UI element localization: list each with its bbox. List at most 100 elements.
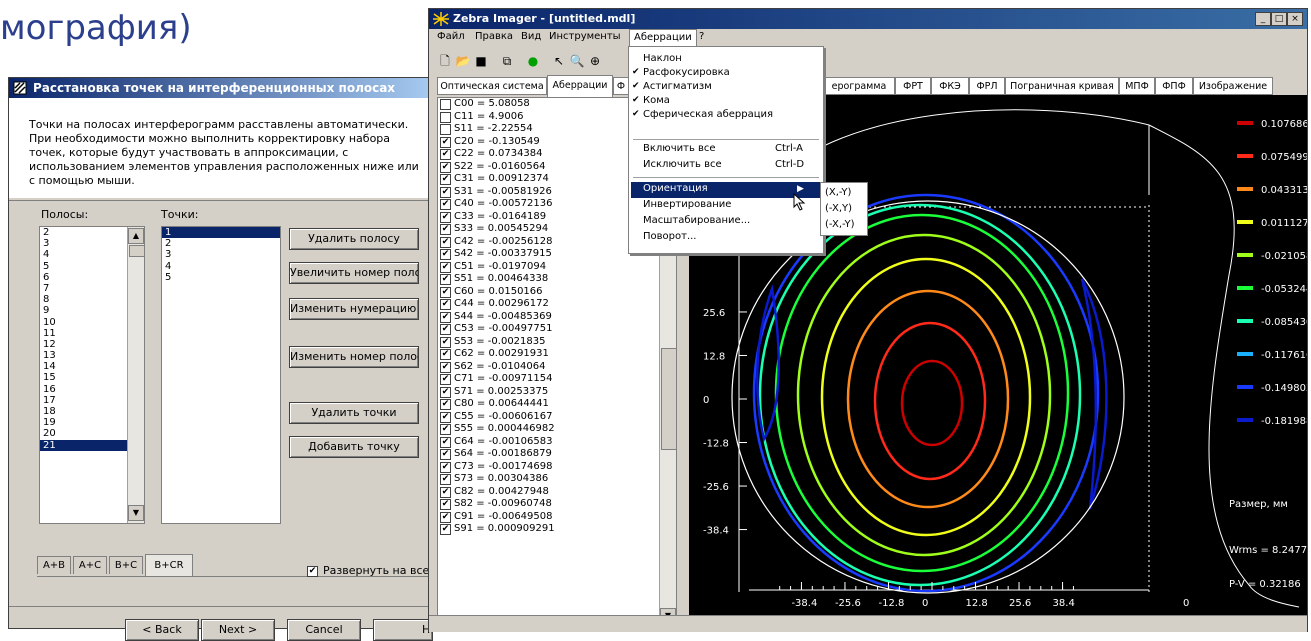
coefficient-checkbox[interactable]: ✔ <box>440 149 451 160</box>
tab-optical-system[interactable]: Оптическая система <box>437 77 547 95</box>
next-button[interactable]: Next > <box>201 619 275 641</box>
coefficient-checkbox[interactable]: ✔ <box>440 386 451 398</box>
pointer-icon[interactable]: ↖ <box>553 54 565 68</box>
save-icon[interactable]: ■ <box>475 54 487 68</box>
dropdown-item[interactable]: Включить все Ctrl-A <box>643 143 819 154</box>
expand-checkbox[interactable]: ✔ <box>307 566 318 577</box>
coefficient-checkbox[interactable]: ✔ <box>440 136 451 148</box>
band-item[interactable]: 7 <box>43 282 50 294</box>
delete-band-button[interactable]: Удалить полосу <box>289 228 419 250</box>
tab-b-c[interactable]: B+C <box>109 556 143 574</box>
coefficient-checkbox[interactable]: ✔ <box>440 311 451 323</box>
menu-help[interactable]: ? <box>699 31 705 42</box>
coefficient-item[interactable]: ✔ C53 = -0.00497751 <box>438 323 676 336</box>
band-item[interactable]: 19 <box>43 417 56 429</box>
menu-aberrations[interactable]: Аберрации <box>629 29 697 47</box>
tab-frt[interactable]: ФРТ <box>895 77 931 95</box>
zoom-icon[interactable]: 🔍 <box>569 54 585 68</box>
coefficient-item[interactable]: ✔ S55 = 0.000446982 <box>438 423 676 436</box>
copy-icon[interactable]: ⧉ <box>502 54 512 68</box>
tab-fke[interactable]: ФКЭ <box>931 77 969 95</box>
coefficient-item[interactable]: ✔ S53 = -0.0021835 <box>438 336 676 349</box>
back-button[interactable]: < Back <box>125 619 199 641</box>
scroll-thumb[interactable] <box>661 348 676 450</box>
scroll-up-icon[interactable]: ▲ <box>128 228 144 244</box>
coefficient-item[interactable]: ✔ S33 = 0.00545294 <box>438 223 676 236</box>
coefficient-checkbox[interactable]: ✔ <box>440 361 451 373</box>
band-item[interactable]: 12 <box>43 338 56 350</box>
maximize-icon[interactable]: □ <box>1271 12 1287 26</box>
coefficient-item[interactable]: ✔ C80 = 0.00644441 <box>438 398 676 411</box>
point-item[interactable]: 1 <box>162 227 280 239</box>
coefficient-checkbox[interactable]: ✔ <box>440 286 451 298</box>
coefficient-checkbox[interactable]: ✔ <box>440 261 451 273</box>
coefficient-item[interactable]: ✔ S71 = 0.00253375 <box>438 386 676 399</box>
tab-a-b[interactable]: A+B <box>37 556 71 574</box>
minimize-icon[interactable]: _ <box>1255 12 1271 26</box>
dropdown-item[interactable]: Поворот... <box>643 231 819 242</box>
menu-tools[interactable]: Инструменты <box>549 31 621 42</box>
tab-fpf[interactable]: ФПФ <box>1155 77 1193 95</box>
add-point-button[interactable]: Добавить точку <box>289 436 419 458</box>
band-item[interactable]: 15 <box>43 372 56 384</box>
dropdown-item[interactable]: Инвертирование <box>643 199 819 210</box>
coefficient-checkbox[interactable]: ✔ <box>440 211 451 223</box>
band-item[interactable]: 20 <box>43 428 56 440</box>
point-item[interactable]: 3 <box>165 249 172 261</box>
dialog-titlebar[interactable]: Расстановка точек на интерференционных п… <box>9 78 432 98</box>
coefficient-item[interactable]: C00 = 5.08058 <box>438 98 676 111</box>
coefficient-checkbox[interactable]: ✔ <box>440 324 451 335</box>
coefficient-item[interactable]: ✔ S73 = 0.00304386 <box>438 473 676 486</box>
band-item[interactable]: 14 <box>43 361 56 373</box>
coefficient-item[interactable]: ✔ C60 = 0.0150166 <box>438 286 676 299</box>
coefficient-checkbox[interactable] <box>440 124 451 135</box>
coefficient-checkbox[interactable]: ✔ <box>440 336 451 348</box>
dropdown-item[interactable]: ✔ Расфокусировка <box>632 67 819 78</box>
coefficient-item[interactable]: ✔ C64 = -0.00106583 <box>438 436 676 449</box>
coefficient-checkbox[interactable]: ✔ <box>440 161 451 173</box>
band-item[interactable]: 4 <box>43 249 50 261</box>
coefficient-checkbox[interactable]: ✔ <box>440 511 451 523</box>
coefficient-checkbox[interactable]: ✔ <box>440 299 451 310</box>
bands-scrollbar[interactable]: ▲ ▼ <box>127 227 144 523</box>
record-icon[interactable]: ● <box>527 54 539 68</box>
coefficient-item[interactable]: ✔ C20 = -0.130549 <box>438 136 676 149</box>
coefficient-checkbox[interactable]: ✔ <box>440 199 451 210</box>
band-item[interactable]: 13 <box>43 350 56 362</box>
band-item[interactable]: 11 <box>43 327 56 339</box>
submenu-item[interactable]: (X,-Y) <box>825 187 852 198</box>
coefficient-item[interactable]: ✔ C44 = 0.00296172 <box>438 298 676 311</box>
menu-edit[interactable]: Правка <box>475 31 514 42</box>
coefficient-checkbox[interactable]: ✔ <box>440 411 451 423</box>
dropdown-item[interactable]: Исключить все Ctrl-D <box>643 159 819 170</box>
band-item[interactable]: 21 <box>40 439 144 451</box>
coefficient-item[interactable]: ✔ S22 = -0.0160564 <box>438 161 676 174</box>
coefficient-checkbox[interactable]: ✔ <box>440 174 451 185</box>
cancel-button[interactable]: Cancel <box>287 619 361 641</box>
tab-f[interactable]: Ф <box>613 77 629 95</box>
tab-mpf[interactable]: МПФ <box>1119 77 1155 95</box>
band-item[interactable]: 5 <box>43 260 50 272</box>
help-button[interactable]: He <box>373 619 433 641</box>
band-item[interactable]: 18 <box>43 406 56 417</box>
coefficient-checkbox[interactable]: ✔ <box>440 424 451 435</box>
coefficient-checkbox[interactable]: ✔ <box>440 274 451 285</box>
dropdown-item[interactable]: Масштабирование... <box>643 215 819 226</box>
zoom-extra-icon[interactable]: ⊕ <box>589 54 601 68</box>
menu-view[interactable]: Вид <box>521 31 542 42</box>
coefficient-checkbox[interactable] <box>440 111 451 123</box>
delete-points-button[interactable]: Удалить точки <box>289 402 419 424</box>
menu-file[interactable]: Файл <box>437 31 465 42</box>
close-icon[interactable]: × <box>1287 12 1303 26</box>
coefficient-checkbox[interactable]: ✔ <box>440 524 451 535</box>
band-item[interactable]: 2 <box>43 227 50 238</box>
coefficient-item[interactable]: ✔ S82 = -0.00960748 <box>438 498 676 511</box>
tab-a-c[interactable]: A+C <box>73 556 107 574</box>
coefficient-item[interactable]: ✔ C33 = -0.0164189 <box>438 211 676 224</box>
coefficient-checkbox[interactable]: ✔ <box>440 249 451 260</box>
band-item[interactable]: 3 <box>43 238 50 250</box>
coefficient-checkbox[interactable]: ✔ <box>440 236 451 248</box>
coefficient-item[interactable]: ✔ C51 = -0.0197094 <box>438 261 676 274</box>
coefficient-item[interactable]: ✔ C62 = 0.00291931 <box>438 348 676 361</box>
